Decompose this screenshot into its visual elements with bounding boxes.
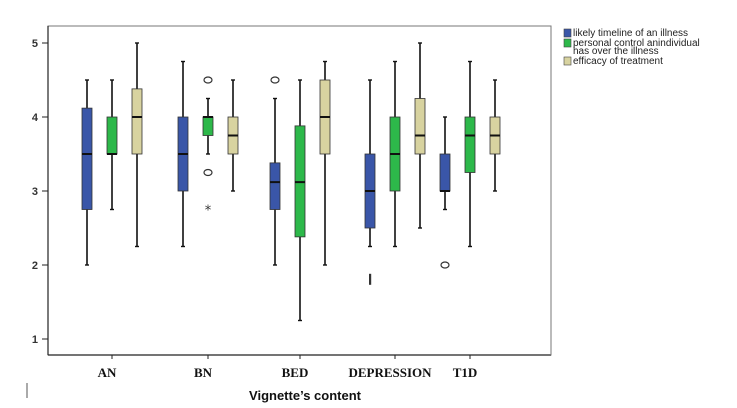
box-bn-series-0 [177,60,189,248]
outlier-circle [203,76,213,84]
outlier-marker [369,273,372,285]
box-bed-series-2 [319,60,331,266]
y-tick-label: 3 [32,186,38,198]
legend-swatch [563,56,572,66]
box-bn-series-1: * [202,76,214,219]
category-label: AN [98,365,117,380]
y-tick-label: 1 [32,334,38,346]
category-label: DEPRESSION [348,365,432,380]
iqr-box [464,116,476,173]
box-an-series-2 [131,42,143,248]
box-groups: * [81,42,501,322]
iqr-box [81,107,93,210]
category-label: BN [194,365,213,380]
box-an-series-0 [81,79,93,266]
legend-swatch [563,28,572,38]
box-depression-series-0 [364,79,376,285]
y-tick-label: 2 [32,260,38,272]
iqr-box [269,162,281,210]
iqr-box [106,116,118,155]
category-label: BED [282,365,309,380]
box-depression-series-1 [389,60,401,248]
iqr-box [131,88,143,155]
box-t1d-series-1 [464,60,476,248]
box-an-series-1 [106,79,118,211]
x-ticks: AN BN BED DEPRESSION T1D [98,355,478,380]
legend-label: likely timeline of an illness [573,28,688,39]
legend-label: efficacy of treatment [573,56,663,67]
legend-label: personal control anindividual [573,38,700,49]
extreme-star: * [205,204,212,219]
box-t1d-series-0 [439,116,451,269]
y-ticks: 1 2 3 4 5 [32,38,48,346]
category-label: T1D [453,365,478,380]
x-axis-label: Vignette’s content [249,388,362,403]
iqr-box [414,98,426,155]
outlier-circle [203,168,213,177]
outlier-circle [440,261,450,269]
iqr-box [439,153,451,192]
legend-label: has over the illness [573,46,659,57]
box-t1d-series-2 [489,79,501,192]
legend-item: efficacy of treatment [563,56,663,67]
box-depression-series-2 [414,42,426,229]
box-bn-series-2 [227,79,239,192]
y-tick-label: 5 [32,38,38,50]
y-tick-label: 4 [32,112,39,124]
box-bed-series-0 [269,76,281,266]
legend-item: likely timeline of an illness [563,28,688,39]
iqr-box [202,116,214,136]
outlier-circle [270,76,280,84]
legend-swatch [563,38,572,48]
box-bed-series-1 [294,79,306,322]
